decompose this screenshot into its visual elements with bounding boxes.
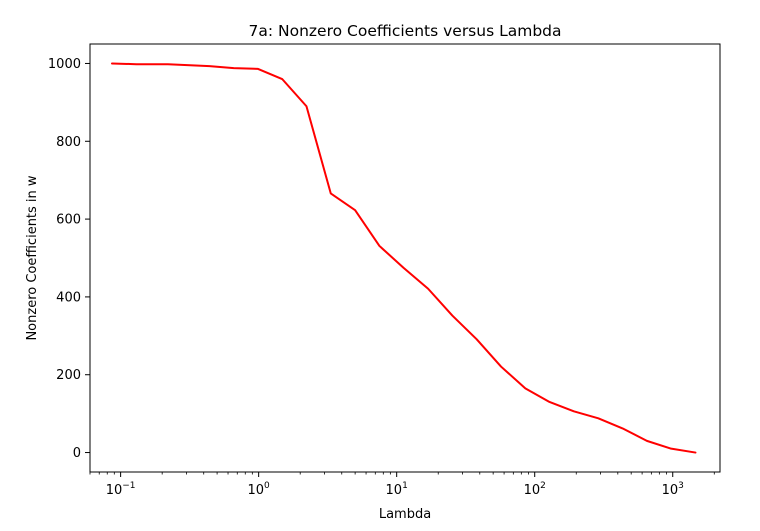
x-tick-label: 102 xyxy=(524,481,546,498)
ticks-layer: 10−1 100 101 102 103 0 200 400 600 800 1000 xyxy=(48,57,715,498)
chart-title: 7a: Nonzero Coefficients versus Lambda xyxy=(248,22,561,40)
series-layer xyxy=(111,62,697,454)
y-tick-label: 200 xyxy=(56,368,81,383)
plot-frame xyxy=(89,43,721,473)
x-tick-label: 101 xyxy=(386,481,408,498)
y-tick-label: 800 xyxy=(56,135,81,150)
y-tick-label: 600 xyxy=(56,213,81,228)
x-tick-label: 103 xyxy=(662,481,684,498)
y-tick-label: 0 xyxy=(73,446,81,461)
series-line xyxy=(111,62,697,454)
x-axis-title: Lambda xyxy=(379,507,431,522)
x-tick-label: 10−1 xyxy=(106,481,136,498)
y-tick-label: 1000 xyxy=(48,57,81,72)
y-tick-label: 400 xyxy=(56,290,81,305)
plot-area xyxy=(90,44,720,472)
y-axis-title: Nonzero Coefficients in w xyxy=(25,175,40,340)
x-tick-label: 100 xyxy=(248,481,271,498)
